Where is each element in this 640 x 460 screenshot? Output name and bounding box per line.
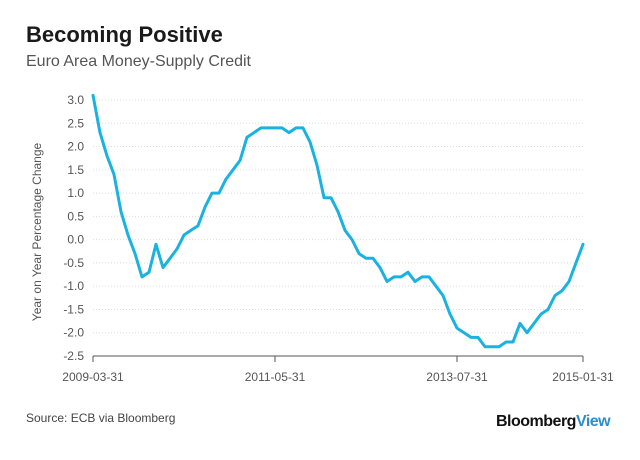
- y-tick-label: -2.5: [63, 349, 84, 363]
- y-tick-label: 0.5: [67, 209, 84, 223]
- y-tick-label: 1.5: [67, 163, 84, 177]
- brand-logo: BloombergView: [496, 413, 611, 431]
- brand-accent: View: [575, 413, 611, 430]
- series-line: [91, 93, 585, 349]
- chart-title: Becoming Positive: [26, 22, 223, 47]
- y-tick-label: -1.0: [63, 279, 84, 293]
- x-tick-label: 2013-07-31: [426, 370, 488, 384]
- source-note: Source: ECB via Bloomberg: [26, 411, 176, 425]
- y-tick-label: -2.0: [63, 326, 84, 340]
- x-axis: [92, 355, 584, 362]
- y-tick-label: 2.0: [67, 140, 84, 154]
- y-tick-label: 1.0: [67, 186, 84, 200]
- y-axis-label: Year on Year Percentage Change: [30, 142, 44, 321]
- x-tick-labels: 2009-03-31 2011-05-31 2013-07-31 2015-01-31: [62, 370, 614, 384]
- grid-lines: [93, 99, 583, 357]
- y-tick-label: 2.5: [67, 116, 84, 130]
- y-tick-label: 0.0: [67, 233, 84, 247]
- chart-subtitle: Euro Area Money-Supply Credit: [26, 53, 251, 70]
- brand-main: Bloomberg: [496, 413, 576, 430]
- y-tick-label: 3.0: [67, 93, 84, 107]
- y-tick-labels: 3.0 2.5 2.0 1.5 1.0 0.5 0.0 -0.5 -1.0 -1.5 -2.0 -2.…: [63, 93, 84, 363]
- series-layer: [91, 93, 585, 349]
- x-tick-label: 2011-05-31: [245, 370, 306, 384]
- y-tick-label: -0.5: [63, 256, 84, 270]
- x-tick-label: 2009-03-31: [62, 370, 124, 384]
- x-tick-label: 2015-01-31: [552, 370, 614, 384]
- y-tick-label: -1.5: [63, 302, 84, 316]
